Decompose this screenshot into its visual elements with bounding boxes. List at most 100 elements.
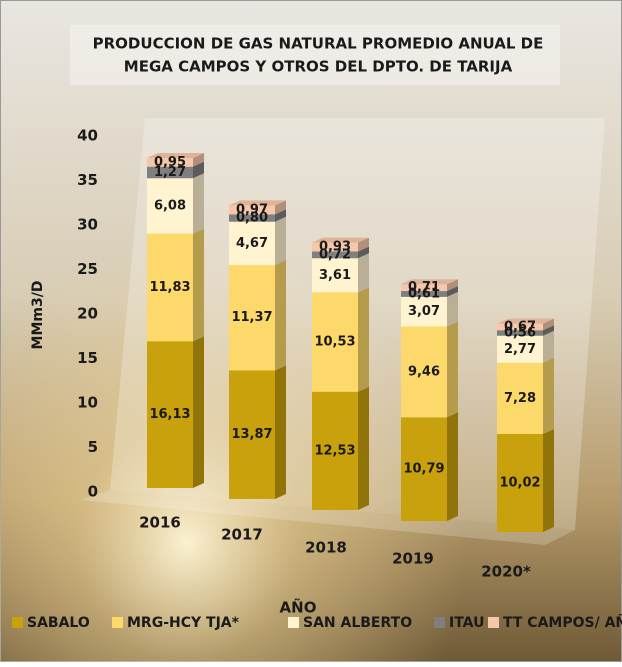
data-label: 9,46 (408, 364, 440, 379)
data-label: 0,61 (408, 286, 440, 301)
bar-segment (312, 391, 358, 510)
y-tick-label: 5 (88, 438, 98, 456)
legend-label: SAN ALBERTO (303, 615, 412, 631)
bar-segment (312, 242, 358, 252)
y-tick-label: 40 (77, 127, 98, 145)
data-label: 13,87 (231, 427, 272, 442)
data-label: 0,93 (319, 240, 351, 255)
y-tick-label: 15 (77, 349, 98, 367)
bar-top (229, 200, 286, 206)
data-label: 6,08 (154, 198, 186, 213)
bar-side (358, 246, 369, 259)
bar-segment (497, 335, 543, 363)
bar-side (275, 365, 286, 499)
bar-side (193, 228, 204, 342)
y-tick-label: 35 (77, 171, 98, 189)
bar-side (193, 173, 204, 234)
bar-top (401, 279, 458, 285)
legend-swatch (488, 617, 499, 628)
data-label: 11,37 (231, 310, 272, 325)
bar-segment (497, 330, 543, 336)
chart-title: MEGA CAMPOS Y OTROS DEL DPTO. DE TARIJA (124, 58, 513, 76)
bar-side (447, 321, 458, 418)
bar-side (447, 412, 458, 521)
legend-label: SABALO (27, 615, 90, 631)
data-label: 3,61 (319, 268, 351, 283)
bar-segment (229, 214, 275, 222)
bar-side (193, 153, 204, 167)
data-label: 0,56 (504, 325, 536, 340)
bar-segment (312, 258, 358, 293)
data-label: 10,53 (314, 335, 355, 350)
bar-segment (147, 166, 193, 179)
data-label: 0,95 (154, 155, 186, 170)
data-label: 0,80 (236, 211, 268, 226)
data-label: 0,72 (319, 247, 351, 262)
data-label: 4,67 (236, 236, 268, 251)
data-label: 0,71 (408, 280, 440, 295)
legend-label: MRG-HCY TJA* (127, 615, 240, 631)
legend: SABALO MRG-HCY TJA* SAN ALBERTO ITAU TT CAMP… (12, 614, 622, 631)
bar-side (275, 200, 286, 215)
data-label: 2,77 (504, 342, 536, 357)
plot-floor (80, 490, 575, 545)
bar-top (312, 237, 369, 243)
bar-segment (229, 265, 275, 371)
bar-segment (229, 221, 275, 266)
bar-segment (147, 178, 193, 234)
chart-title: PRODUCCION DE GAS NATURAL PROMEDIO ANUAL… (93, 35, 544, 53)
bar-segment (401, 326, 447, 418)
legend-label: TT CAMPOS/ AÑO (503, 614, 622, 631)
bar-top (497, 318, 554, 324)
y-tick-label: 0 (88, 483, 98, 501)
y-tick-label: 30 (77, 216, 98, 234)
x-tick-label: 2017 (221, 526, 263, 544)
bar-side (358, 386, 369, 510)
bar-side (193, 161, 204, 179)
bar-segment (497, 323, 543, 331)
bar-segment (401, 291, 447, 297)
bar-segment (401, 284, 447, 292)
bar-side (275, 260, 286, 371)
bar-segment (401, 296, 447, 327)
bar-segment (497, 362, 543, 435)
bar-side (447, 286, 458, 297)
bar-side (447, 279, 458, 292)
legend-swatch (12, 617, 23, 628)
legend-swatch (434, 617, 445, 628)
bar-side (543, 357, 554, 435)
bar-side (358, 287, 369, 392)
title-box (70, 25, 560, 85)
data-label: 0,67 (504, 319, 536, 334)
bar-top (147, 153, 204, 159)
y-tick-label: 20 (77, 305, 98, 323)
x-tick-label: 2016 (139, 514, 181, 532)
bar-segment (401, 417, 447, 521)
data-label: 0,97 (236, 202, 268, 217)
legend-swatch (288, 617, 299, 628)
bar-segment (147, 158, 193, 167)
bar-side (543, 330, 554, 363)
bar-segment (229, 205, 275, 215)
bar-segment (229, 370, 275, 499)
x-tick-label: 2020* (481, 563, 531, 581)
data-label: 1,27 (154, 165, 186, 180)
bar-side (543, 325, 554, 336)
bar-side (275, 209, 286, 222)
bar-segment (312, 292, 358, 392)
bar-side (193, 336, 204, 488)
bar-segment (147, 341, 193, 488)
data-label: 3,07 (408, 304, 440, 319)
x-tick-label: 2019 (392, 550, 434, 568)
data-label: 11,83 (149, 280, 190, 295)
data-label: 7,28 (504, 391, 536, 406)
y-tick-label: 25 (77, 260, 98, 278)
data-label: 12,53 (314, 443, 355, 458)
x-axis-label: AÑO (280, 598, 317, 617)
bar-segment (497, 434, 543, 532)
y-axis-label: MMm3/D (30, 281, 46, 350)
data-label: 10,02 (499, 476, 540, 491)
legend-swatch (112, 617, 123, 628)
bar-side (358, 253, 369, 293)
bar-side (275, 216, 286, 266)
